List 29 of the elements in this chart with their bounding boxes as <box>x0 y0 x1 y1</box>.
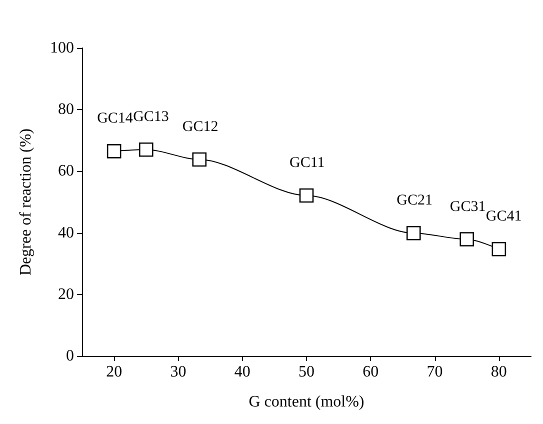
y-tick-label: 100 <box>50 40 74 56</box>
x-tick-label: 40 <box>234 364 250 380</box>
x-tick-label: 30 <box>170 364 186 380</box>
annotation: GC14 <box>97 110 134 127</box>
x-tick-label: 60 <box>362 364 379 380</box>
point <box>460 232 474 246</box>
annotation: GC31 <box>450 198 486 215</box>
y-axis-title: Degree of reaction (%) <box>18 128 34 276</box>
annotation: GC11 <box>290 155 325 172</box>
x-tick-label: 80 <box>490 364 507 380</box>
x-axis-title: G content (mol%) <box>248 394 364 410</box>
x-tick-label: 50 <box>298 364 314 380</box>
y-tick-label: 80 <box>58 101 74 118</box>
point <box>406 226 421 240</box>
y-tick-label: 40 <box>58 224 74 242</box>
annotation: GC41 <box>486 208 522 225</box>
x-tick-label: 70 <box>426 364 443 380</box>
annotation: GC12 <box>182 118 218 135</box>
x-tick-label: 20 <box>106 364 122 380</box>
point <box>192 152 207 167</box>
point <box>299 188 314 203</box>
point <box>492 242 506 256</box>
point <box>106 144 122 158</box>
y-tick-label: 60 <box>58 162 74 180</box>
annotation: GC21 <box>396 192 432 209</box>
y-tick-label: 0 <box>66 348 74 364</box>
annotation: GC13 <box>133 109 169 126</box>
point <box>138 142 154 157</box>
y-tick-label: 20 <box>58 286 74 303</box>
